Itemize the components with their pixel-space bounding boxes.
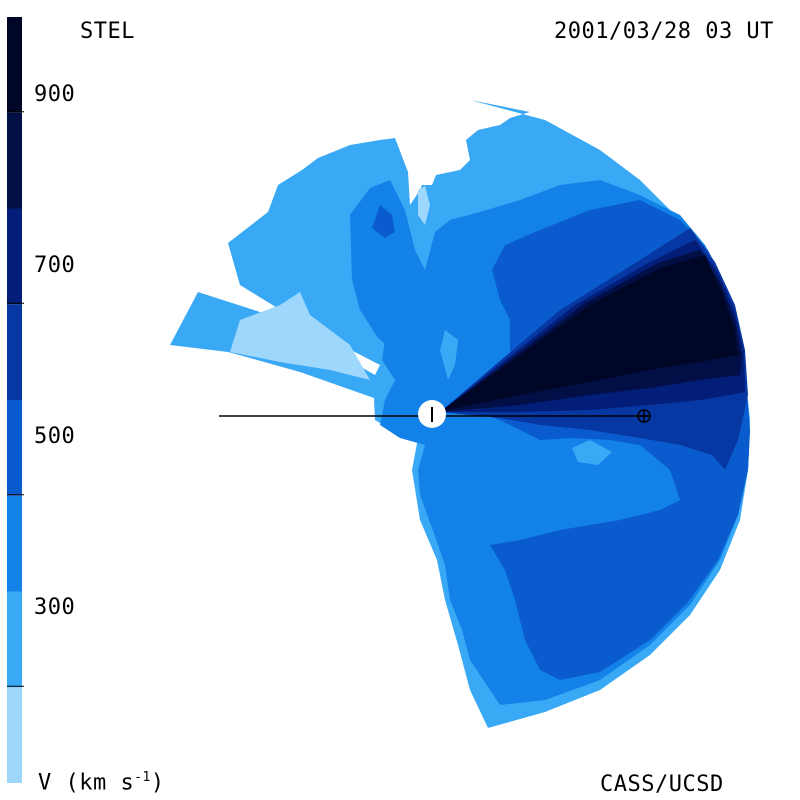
region-level-1 [230, 292, 370, 380]
colorbar-unit-label: V (km s-1) [38, 770, 165, 796]
colorbar-segment [7, 304, 22, 400]
colorbar-segment [7, 591, 22, 688]
colorbar-segment [7, 17, 22, 113]
region-level-2-island-b [572, 440, 612, 465]
colorbar-segment [7, 495, 22, 592]
colorbar-ticks [7, 111, 24, 687]
region-level-8 [440, 255, 738, 412]
earth-symbol-icon [637, 409, 651, 423]
velocity-colorbar [7, 17, 22, 783]
colorbar-segment [7, 112, 22, 209]
colorbar-tick-label: 500 [34, 424, 76, 449]
region-level-1-top [418, 186, 430, 225]
colorbar-segment [7, 208, 22, 305]
timestamp-label: 2001/03/28 03 UT [554, 19, 774, 44]
instrument-label: STEL [80, 19, 135, 44]
region-level-2-island [440, 330, 458, 380]
colorbar-tick-label: 300 [34, 595, 76, 620]
colorbar-tick-label: 900 [34, 82, 76, 107]
region-level-4-patch [372, 205, 395, 238]
colorbar-segment [7, 400, 22, 496]
velocity-wedge-map [170, 100, 750, 728]
colorbar-tick-label: 700 [34, 253, 76, 278]
credit-label: CASS/UCSD [600, 772, 724, 797]
colorbar-segment [7, 687, 22, 783]
